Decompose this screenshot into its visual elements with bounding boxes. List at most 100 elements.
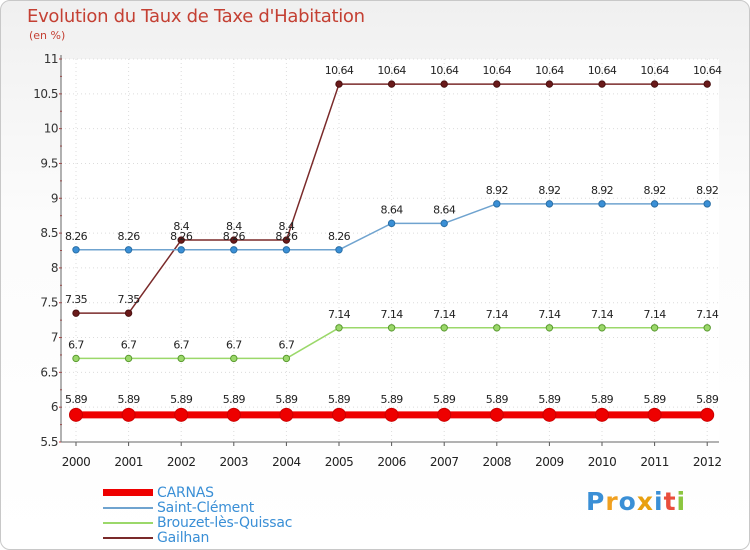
data-point [700,407,715,422]
data-label: 10.64 [430,64,459,77]
data-label: 10.64 [693,64,722,77]
legend-label: Saint-Clément [157,499,255,516]
data-label: 5.89 [381,393,404,406]
x-tick-label: 2007 [430,455,459,469]
x-tick-label: 2004 [272,455,301,469]
data-point [282,354,291,363]
data-point [703,324,711,332]
data-point [177,354,185,363]
legend-item: Saint-Clément [103,499,292,516]
data-label: 7.14 [644,308,667,321]
y-tick-label: 9.5 [40,156,58,170]
legend-label: Gailhan [157,529,210,546]
data-label: 5.89 [591,393,614,406]
data-label: 6.7 [279,338,295,351]
data-label: 8.26 [328,230,351,243]
data-point [440,219,448,228]
x-tick-label: 2001 [114,455,143,469]
data-point [177,236,185,244]
data-point [279,407,294,422]
data-label: 8.92 [644,184,666,197]
data-point [226,407,241,422]
data-label: 7.14 [538,308,561,321]
y-tick-label: 11 [44,52,58,66]
legend-item: Gailhan [103,529,292,546]
y-tick-label: 5.5 [40,435,58,449]
data-point [489,407,504,422]
data-point [124,246,133,254]
data-point [437,407,452,422]
logo-letter: o [618,487,637,516]
data-label: 7.14 [486,308,509,321]
data-point [69,407,83,422]
data-point [177,246,185,254]
data-point [545,324,554,332]
y-tick-label: 6.5 [40,365,58,379]
logo-letter: i [676,487,687,516]
data-label: 8.4 [173,220,189,233]
x-tick-label: 2003 [220,455,249,469]
data-label: 7.14 [328,308,351,321]
data-label: 5.89 [223,393,246,406]
y-tick-label: 7 [51,331,58,345]
data-point [598,324,606,332]
data-point [595,407,609,422]
logo-letter: t [663,487,677,516]
y-tick-label: 8 [51,261,58,275]
data-point [650,200,659,208]
data-label: 10.64 [588,64,617,77]
data-point [124,354,133,363]
x-tick-label: 2006 [377,455,406,469]
data-label: 6.7 [68,338,84,351]
data-label: 7.14 [696,308,719,321]
data-label: 8.92 [486,184,508,197]
data-label: 5.89 [65,393,88,406]
data-label: 5.89 [118,393,141,406]
data-label: 10.64 [377,64,406,77]
data-point [282,236,291,244]
data-point [230,236,238,244]
legend-swatch [103,489,153,496]
data-point [493,200,501,208]
proxiti-logo: Proxiti [586,487,686,516]
data-point [72,354,80,363]
legend-item: Brouzet-lès-Quissac [103,515,292,531]
legend-swatch [103,506,153,509]
data-label: 7.14 [381,308,404,321]
data-label: 10.64 [535,64,564,77]
data-point [440,80,448,88]
data-point [387,80,396,88]
data-label: 5.89 [433,393,456,406]
legend-item: CARNAS [103,485,292,501]
logo-letter: i [654,487,664,516]
data-point [647,407,662,422]
data-label: 6.7 [173,338,189,351]
data-point [650,324,659,332]
data-label: 8.92 [538,184,560,197]
x-tick-label: 2000 [62,455,91,469]
chart-legend: CARNAS Saint-Clément Brouzet-lès-Quissac Ga… [103,485,292,546]
data-label: 7.35 [118,293,141,306]
data-label: 5.89 [538,393,561,406]
data-label: 5.89 [275,393,298,406]
data-point [545,200,554,208]
data-label: 8.26 [118,230,141,243]
data-label: 10.64 [640,64,669,77]
data-label: 8.26 [223,230,246,243]
y-tick-label: 8.5 [40,226,58,240]
data-label: 8.4 [279,220,295,233]
data-point [598,200,606,208]
data-label: 8.4 [226,220,242,233]
data-point [230,246,238,254]
data-point [230,354,238,363]
data-label: 5.89 [644,393,667,406]
data-label: 8.92 [696,184,718,197]
x-tick-label: 2005 [325,455,354,469]
data-point [174,407,189,422]
logo-letter: x [636,487,654,516]
data-label: 6.7 [226,338,242,351]
x-tick-label: 2002 [167,455,196,469]
data-label: 8.92 [591,184,613,197]
data-label: 8.64 [433,203,456,216]
